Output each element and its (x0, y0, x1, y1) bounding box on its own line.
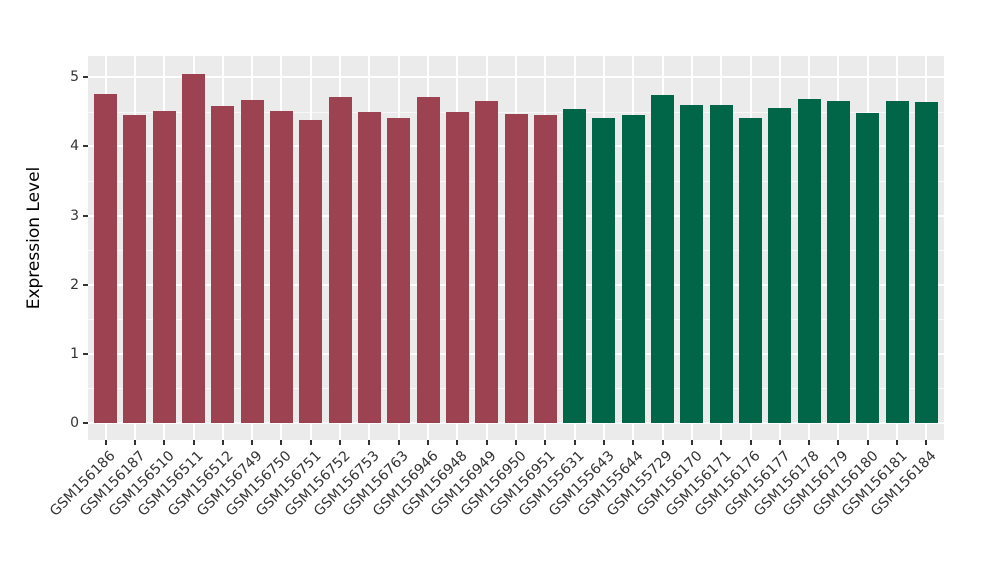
bar-GSM156950 (504, 113, 528, 423)
x-tick-mark-GSM156180 (866, 440, 869, 445)
y-tick-label-4: 4 (70, 138, 79, 155)
y-tick-mark-2 (83, 283, 88, 286)
x-tick-mark-GSM156946 (427, 440, 430, 445)
bar-GSM156946 (416, 96, 440, 423)
y-tick-mark-1 (83, 352, 88, 355)
y-tick-label-0: 0 (70, 415, 79, 431)
bar-GSM156512 (211, 106, 235, 423)
x-tick-mark-GSM156751 (309, 440, 312, 445)
x-tick-mark-GSM156187 (133, 440, 136, 445)
bar-GSM156751 (299, 120, 323, 423)
bar-GSM155643 (592, 118, 616, 423)
bar-GSM156750 (269, 111, 293, 423)
x-tick-mark-GSM155643 (602, 440, 605, 445)
bar-GSM156178 (797, 99, 821, 423)
x-tick-mark-GSM156176 (749, 440, 752, 445)
y-tick-mark-4 (83, 145, 88, 148)
plot-panel (88, 56, 944, 440)
x-tick-mark-GSM156186 (104, 440, 107, 445)
bar-GSM156187 (123, 114, 147, 423)
x-tick-mark-GSM156948 (456, 440, 459, 445)
bar-GSM156752 (328, 96, 352, 423)
x-tick-mark-GSM155644 (632, 440, 635, 445)
x-tick-mark-GSM156753 (368, 440, 371, 445)
bar-GSM156510 (152, 111, 176, 423)
bar-GSM156184 (914, 102, 938, 423)
x-tick-mark-GSM156951 (544, 440, 547, 445)
x-tick-mark-GSM156178 (808, 440, 811, 445)
bar-GSM156186 (94, 93, 118, 423)
x-tick-mark-GSM156510 (163, 440, 166, 445)
x-tick-mark-GSM156181 (896, 440, 899, 445)
bar-GSM156179 (826, 101, 850, 423)
bar-GSM155729 (651, 95, 675, 423)
bar-GSM156180 (856, 113, 880, 423)
x-tick-mark-GSM156177 (778, 440, 781, 445)
bar-GSM156181 (885, 100, 909, 423)
x-tick-mark-GSM155729 (661, 440, 664, 445)
bar-GSM156511 (182, 73, 206, 423)
bar-GSM155644 (621, 114, 645, 423)
y-tick-label-5: 5 (70, 69, 79, 86)
x-tick-mark-GSM156749 (251, 440, 254, 445)
bar-GSM156949 (475, 100, 499, 423)
y-axis-title: Expression Level (24, 166, 44, 310)
bar-GSM156171 (709, 104, 733, 423)
x-tick-mark-GSM156949 (485, 440, 488, 445)
bar-GSM156753 (357, 111, 381, 423)
bar-GSM156749 (240, 100, 264, 423)
y-tick-label-1: 1 (70, 345, 79, 362)
bar-GSM156177 (768, 108, 792, 423)
x-tick-mark-GSM156950 (515, 440, 517, 445)
x-tick-mark-GSM156750 (280, 440, 283, 445)
x-tick-mark-GSM155631 (573, 440, 576, 445)
bar-GSM155631 (563, 109, 587, 423)
x-tick-mark-GSM156179 (837, 440, 840, 445)
bar-GSM156763 (387, 118, 411, 423)
x-tick-mark-GSM156511 (192, 440, 195, 445)
y-tick-mark-5 (83, 76, 88, 79)
y-tick-label-3: 3 (70, 207, 79, 224)
y-tick-label-2: 2 (70, 276, 79, 293)
x-tick-mark-GSM156171 (720, 440, 723, 445)
x-tick-mark-GSM156752 (339, 440, 342, 445)
y-tick-mark-0 (83, 422, 88, 424)
bar-GSM156951 (533, 115, 557, 423)
x-tick-mark-GSM156763 (397, 440, 400, 445)
y-tick-mark-3 (83, 214, 88, 217)
x-tick-mark-GSM156512 (221, 440, 224, 445)
x-tick-mark-GSM156170 (690, 440, 693, 445)
bar-GSM156948 (445, 111, 469, 423)
x-tick-mark-GSM156184 (925, 440, 928, 445)
bar-GSM156176 (739, 118, 763, 423)
bar-GSM156170 (680, 104, 704, 423)
